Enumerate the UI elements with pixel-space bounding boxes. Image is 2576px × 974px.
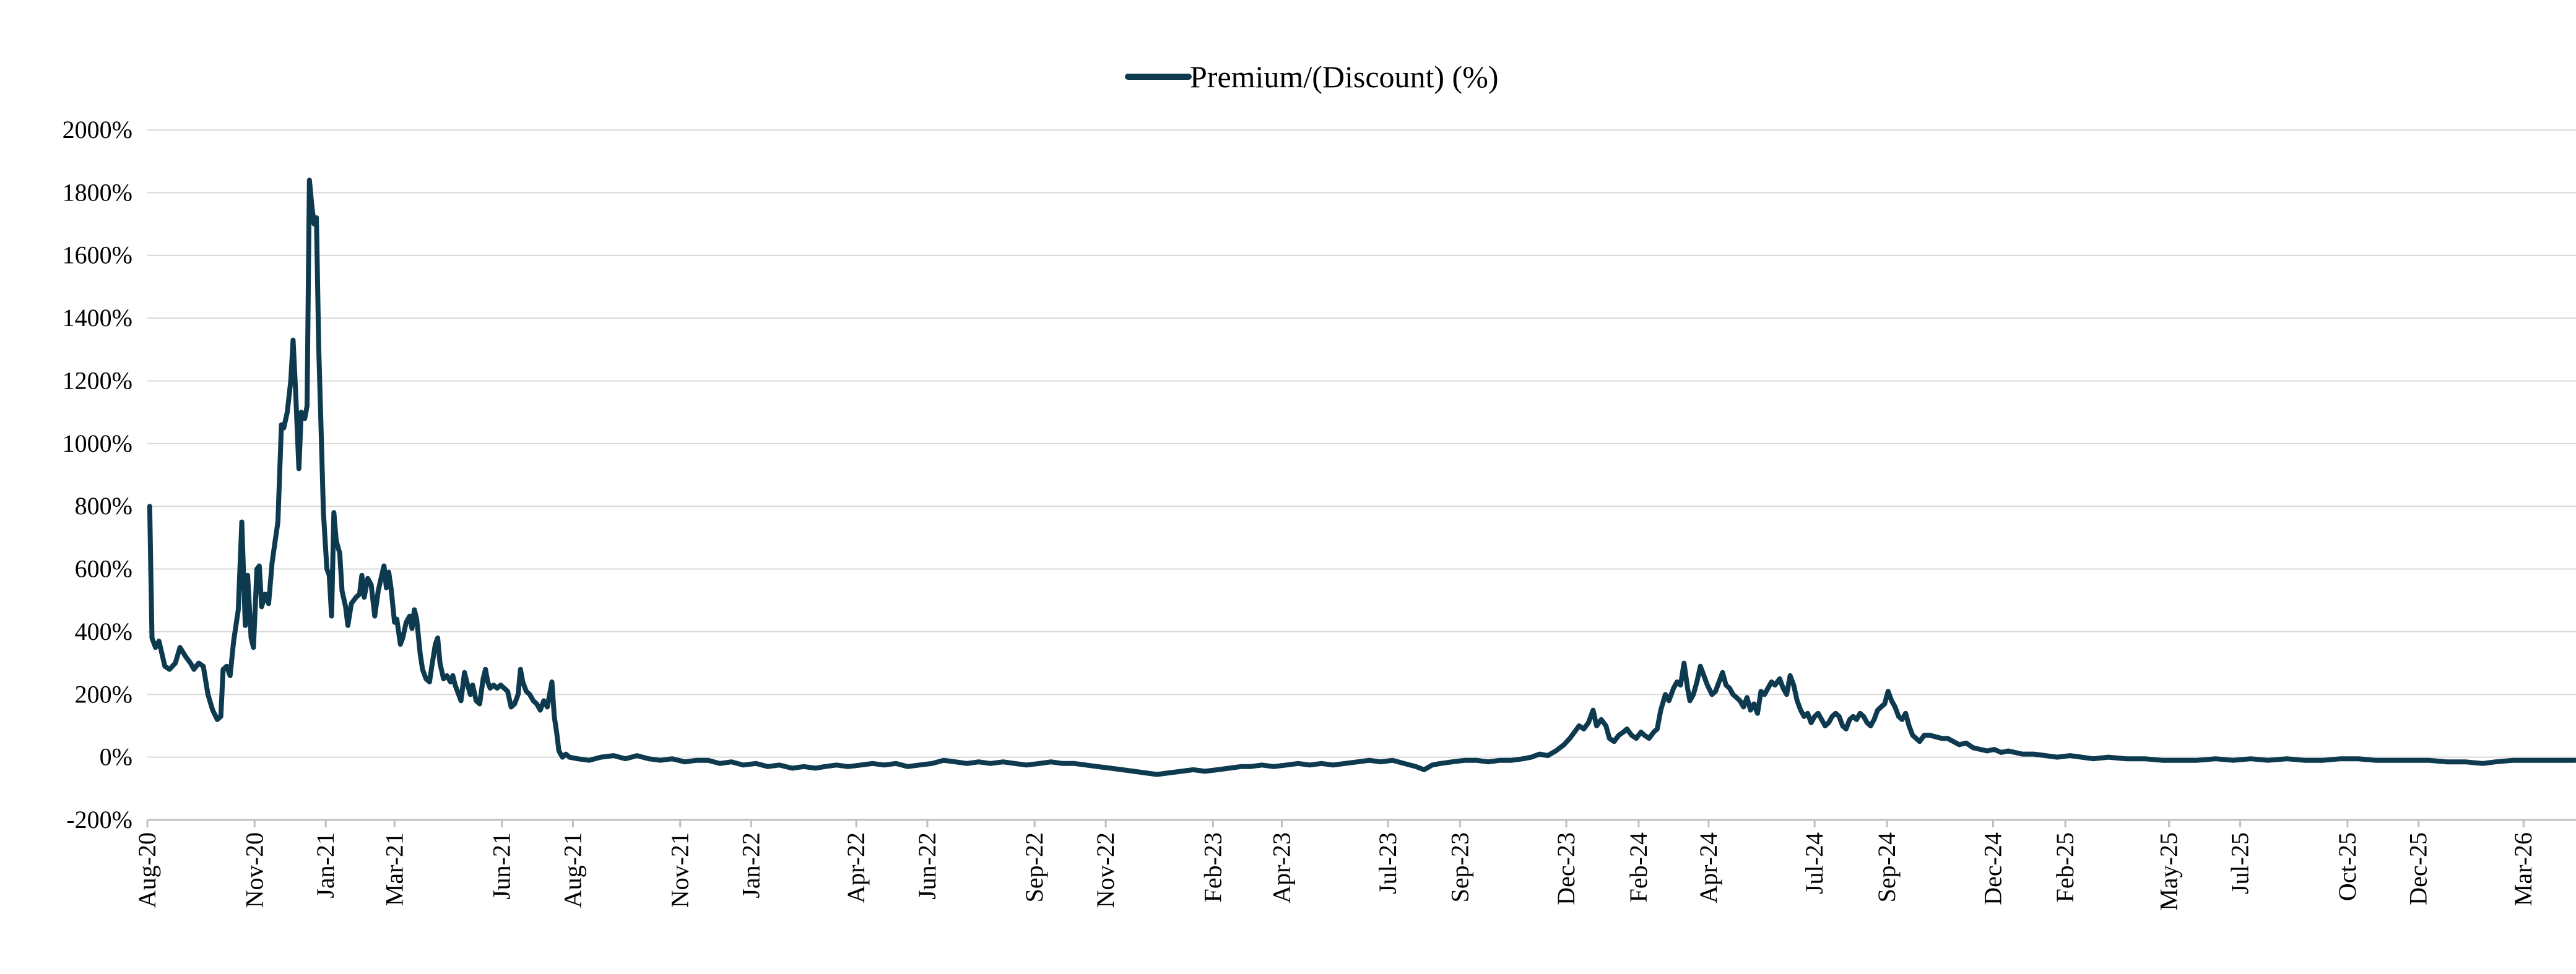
x-tick-label: Jun-22	[913, 832, 941, 900]
x-tick-label: Dec-25	[2405, 832, 2432, 905]
x-tick-label: Nov-21	[666, 832, 694, 908]
legend-label: Premium/(Discount) (%)	[1190, 59, 1499, 94]
x-tick-label: Nov-20	[240, 832, 268, 908]
x-tick-label: Jul-23	[1374, 832, 1402, 894]
x-tick-label: Aug-21	[558, 832, 586, 908]
x-tick-label: Apr-23	[1267, 832, 1295, 903]
series-line-premium-discount	[147, 178, 2576, 777]
x-tick-label: Apr-22	[842, 832, 870, 903]
y-gridlines	[147, 129, 2576, 821]
x-tick-label: Feb-24	[1624, 832, 1652, 902]
y-tick-label: 1600%	[63, 241, 132, 269]
legend: Premium/(Discount) (%)	[1125, 59, 1499, 94]
x-tick-label: Dec-24	[1979, 832, 2006, 905]
x-tick-label: Oct-25	[2333, 832, 2361, 901]
x-tick-label: Apr-24	[1694, 832, 1722, 903]
y-tick-label: 2000%	[63, 116, 132, 144]
x-tick-label: Jan-21	[311, 832, 339, 899]
x-tick-label: Sep-22	[1020, 832, 1048, 902]
y-tick-label: -200%	[66, 806, 132, 834]
y-axis-tick-labels: -200% 0% 200% 400% 600% 800% 1000% 1200% 1400% 16…	[63, 116, 132, 834]
x-tick-label: Feb-25	[2051, 832, 2079, 902]
x-tick-label: May-25	[2155, 832, 2183, 911]
x-tick-label: Sep-24	[1873, 832, 1901, 902]
y-tick-label: 1000%	[63, 429, 132, 457]
x-tick-label: Sep-23	[1446, 832, 1474, 902]
x-tick-label: Jan-22	[737, 832, 765, 899]
series-layer	[147, 178, 2576, 777]
y-tick-label: 800%	[75, 492, 132, 520]
x-tick-label: Jul-24	[1800, 832, 1828, 894]
y-tick-label: 200%	[75, 680, 132, 708]
y-tick-label: 400%	[75, 618, 132, 645]
y-tick-label: 1800%	[63, 178, 132, 206]
x-axis: Aug-20 Nov-20 Jan-21 Mar-21 Jun-21 Aug-21 Nov-…	[133, 819, 2576, 911]
x-tick-label: Jul-25	[2226, 832, 2254, 894]
x-tick-label: Mar-26	[2509, 832, 2537, 906]
y-tick-label: 1200%	[63, 366, 132, 394]
y-tick-label: 0%	[100, 743, 132, 771]
x-tick-label: Mar-21	[380, 832, 408, 906]
x-tick-label: Jun-21	[488, 832, 516, 900]
y-tick-label: 600%	[75, 555, 132, 583]
x-tick-label: Feb-23	[1199, 832, 1226, 902]
x-tick-label: Dec-23	[1552, 832, 1580, 905]
y-tick-label: 1400%	[63, 304, 132, 332]
x-tick-label: Nov-22	[1091, 832, 1119, 908]
x-tick-label: Aug-20	[133, 832, 161, 908]
